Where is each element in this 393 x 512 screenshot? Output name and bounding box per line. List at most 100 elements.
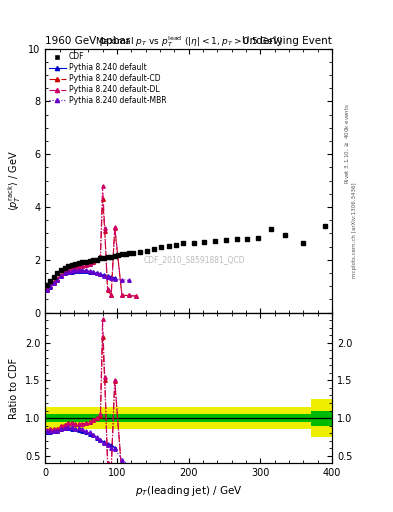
Pythia 8.240 default-CD bbox=[119, 292, 124, 298]
Pythia 8.240 default-DL bbox=[73, 265, 78, 271]
Pythia 8.240 default-CD bbox=[59, 272, 63, 278]
Pythia 8.240 default-DL bbox=[134, 293, 139, 299]
Pythia 8.240 default-CD bbox=[73, 265, 78, 271]
Pythia 8.240 default-DL bbox=[84, 262, 88, 268]
CDF bbox=[256, 235, 261, 241]
Pythia 8.240 default-CD bbox=[127, 292, 132, 298]
Pythia 8.240 default-MBR bbox=[94, 270, 99, 276]
Pythia 8.240 default-CD bbox=[105, 287, 110, 293]
CDF bbox=[301, 240, 306, 246]
CDF bbox=[94, 257, 99, 263]
CDF bbox=[130, 249, 135, 255]
Pythia 8.240 default bbox=[112, 274, 117, 281]
Pythia 8.240 default-CD bbox=[100, 196, 105, 202]
CDF bbox=[234, 237, 239, 243]
Pythia 8.240 default-DL bbox=[66, 267, 70, 273]
Pythia 8.240 default-MBR bbox=[102, 272, 107, 279]
CDF bbox=[55, 270, 60, 276]
CDF bbox=[48, 278, 53, 284]
CDF bbox=[283, 231, 288, 238]
CDF bbox=[116, 252, 121, 258]
Pythia 8.240 default-CD bbox=[84, 262, 88, 268]
Pythia 8.240 default bbox=[66, 269, 70, 275]
Line: Pythia 8.240 default-MBR: Pythia 8.240 default-MBR bbox=[46, 268, 131, 291]
Pythia 8.240 default-CD bbox=[91, 259, 95, 265]
Pythia 8.240 default bbox=[105, 273, 110, 279]
Pythia 8.240 default bbox=[51, 280, 56, 286]
CDF bbox=[323, 223, 327, 229]
Pythia 8.240 default-DL bbox=[70, 265, 74, 271]
CDF bbox=[73, 261, 78, 267]
Pythia 8.240 default-DL bbox=[91, 259, 95, 265]
Pythia 8.240 default-DL bbox=[100, 183, 105, 189]
Pythia 8.240 default-CD bbox=[62, 269, 67, 275]
Pythia 8.240 default-DL bbox=[77, 264, 81, 270]
CDF bbox=[51, 274, 56, 280]
Pythia 8.240 default-CD bbox=[109, 292, 114, 298]
Pythia 8.240 default bbox=[109, 274, 114, 280]
Pythia 8.240 default-MBR bbox=[105, 274, 110, 280]
Pythia 8.240 default-MBR bbox=[87, 268, 92, 274]
Pythia 8.240 default-MBR bbox=[84, 267, 88, 273]
Pythia 8.240 default-MBR bbox=[48, 283, 53, 289]
Pythia 8.240 default-MBR bbox=[73, 267, 78, 273]
Pythia 8.240 default-MBR bbox=[59, 273, 63, 279]
CDF bbox=[145, 247, 149, 253]
CDF bbox=[127, 250, 132, 256]
CDF bbox=[91, 257, 95, 263]
CDF bbox=[191, 240, 196, 246]
Pythia 8.240 default-MBR bbox=[91, 269, 95, 275]
CDF bbox=[98, 255, 103, 262]
Pythia 8.240 default-DL bbox=[87, 261, 92, 267]
Text: 1960 GeV ppbar: 1960 GeV ppbar bbox=[45, 36, 130, 46]
Pythia 8.240 default-CD bbox=[70, 265, 74, 271]
Pythia 8.240 default-DL bbox=[98, 253, 103, 259]
Pythia 8.240 default-CD bbox=[98, 254, 103, 260]
Pythia 8.240 default bbox=[77, 268, 81, 274]
CDF bbox=[123, 251, 128, 257]
Pythia 8.240 default-MBR bbox=[45, 287, 50, 293]
CDF bbox=[70, 262, 74, 268]
CDF bbox=[112, 253, 117, 259]
Pythia 8.240 default-MBR bbox=[77, 267, 81, 273]
CDF bbox=[119, 251, 124, 258]
Pythia 8.240 default-CD bbox=[102, 228, 107, 234]
Pythia 8.240 default-CD bbox=[112, 225, 117, 231]
CDF bbox=[213, 238, 218, 244]
Pythia 8.240 default bbox=[98, 271, 103, 278]
Text: mcplots.cern.ch [arXiv:1306.3436]: mcplots.cern.ch [arXiv:1306.3436] bbox=[352, 183, 357, 278]
CDF bbox=[138, 249, 142, 255]
CDF bbox=[84, 259, 88, 265]
Pythia 8.240 default-DL bbox=[102, 225, 107, 231]
Pythia 8.240 default-DL bbox=[55, 275, 60, 282]
CDF bbox=[173, 242, 178, 248]
CDF bbox=[109, 253, 114, 260]
Pythia 8.240 default-DL bbox=[109, 292, 114, 298]
CDF bbox=[62, 265, 67, 271]
Pythia 8.240 default-MBR bbox=[127, 278, 132, 284]
Pythia 8.240 default-CD bbox=[55, 275, 60, 282]
Pythia 8.240 default-CD bbox=[48, 283, 53, 289]
CDF bbox=[102, 254, 107, 261]
Pythia 8.240 default bbox=[59, 273, 63, 279]
Pythia 8.240 default-MBR bbox=[119, 276, 124, 283]
CDF bbox=[202, 239, 207, 245]
CDF bbox=[152, 246, 156, 252]
Pythia 8.240 default-CD bbox=[77, 264, 81, 270]
Pythia 8.240 default-MBR bbox=[66, 269, 70, 275]
Text: Underlying Event: Underlying Event bbox=[242, 36, 332, 46]
Pythia 8.240 default-MBR bbox=[112, 275, 117, 282]
Pythia 8.240 default-DL bbox=[45, 286, 50, 292]
CDF bbox=[105, 254, 110, 260]
Pythia 8.240 default-MBR bbox=[70, 268, 74, 274]
Pythia 8.240 default-CD bbox=[134, 293, 139, 299]
Pythia 8.240 default bbox=[45, 287, 50, 293]
CDF bbox=[180, 240, 185, 246]
CDF bbox=[77, 260, 81, 266]
Pythia 8.240 default-DL bbox=[51, 279, 56, 285]
CDF bbox=[80, 260, 85, 266]
CDF bbox=[45, 282, 50, 288]
CDF bbox=[159, 244, 164, 250]
X-axis label: $p_T$(leading jet) / GeV: $p_T$(leading jet) / GeV bbox=[135, 484, 242, 498]
Line: Pythia 8.240 default-CD: Pythia 8.240 default-CD bbox=[46, 197, 138, 298]
